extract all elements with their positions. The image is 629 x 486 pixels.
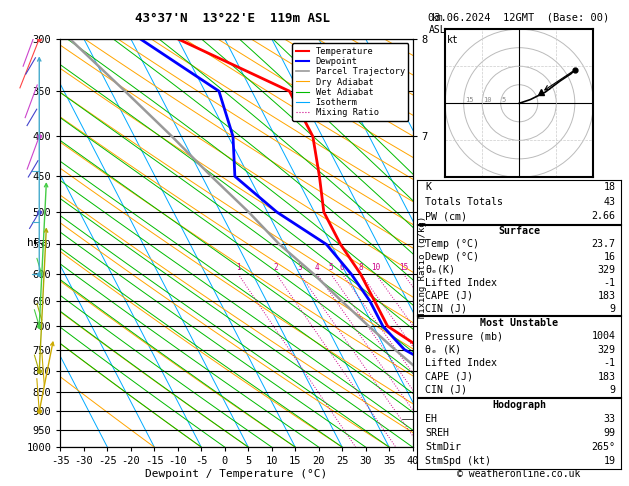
Text: EH: EH [425, 414, 437, 424]
Text: 4: 4 [314, 263, 320, 272]
Text: 10: 10 [371, 263, 381, 272]
Text: Dewp (°C): Dewp (°C) [425, 252, 479, 262]
Text: 8: 8 [359, 263, 363, 272]
Text: LCL: LCL [416, 415, 432, 423]
Text: -1: -1 [603, 278, 615, 288]
Text: Lifted Index: Lifted Index [425, 358, 497, 368]
Text: 6: 6 [340, 263, 345, 272]
Text: Pressure (mb): Pressure (mb) [425, 331, 503, 342]
Text: Mixing Ratio (g/kg): Mixing Ratio (g/kg) [418, 216, 427, 318]
Text: 33: 33 [603, 414, 615, 424]
Text: -1: -1 [603, 358, 615, 368]
Text: 43°37'N  13°22'E  119m ASL: 43°37'N 13°22'E 119m ASL [135, 12, 330, 25]
Text: CIN (J): CIN (J) [425, 385, 467, 395]
Text: 329: 329 [598, 265, 615, 275]
Text: StmSpd (kt): StmSpd (kt) [425, 456, 491, 467]
Text: Most Unstable: Most Unstable [480, 318, 559, 328]
Text: Surface: Surface [498, 226, 540, 237]
Text: 2: 2 [274, 263, 279, 272]
Text: Lifted Index: Lifted Index [425, 278, 497, 288]
Text: 16: 16 [603, 252, 615, 262]
Text: kt: kt [447, 35, 459, 45]
Text: © weatheronline.co.uk: © weatheronline.co.uk [457, 469, 581, 479]
Text: 1: 1 [236, 263, 240, 272]
Text: 15: 15 [399, 263, 408, 272]
Text: km
ASL: km ASL [428, 13, 446, 35]
Text: 329: 329 [598, 345, 615, 355]
Legend: Temperature, Dewpoint, Parcel Trajectory, Dry Adiabat, Wet Adiabat, Isotherm, Mi: Temperature, Dewpoint, Parcel Trajectory… [292, 43, 408, 121]
Text: 99: 99 [603, 428, 615, 438]
Text: 03.06.2024  12GMT  (Base: 00): 03.06.2024 12GMT (Base: 00) [428, 12, 610, 22]
X-axis label: Dewpoint / Temperature (°C): Dewpoint / Temperature (°C) [145, 469, 328, 479]
Text: K: K [425, 182, 431, 192]
Text: 5: 5 [502, 97, 506, 103]
Text: CIN (J): CIN (J) [425, 303, 467, 313]
Text: 3: 3 [298, 263, 302, 272]
Text: Temp (°C): Temp (°C) [425, 239, 479, 249]
Text: 43: 43 [603, 197, 615, 207]
Text: 9: 9 [610, 385, 615, 395]
Text: SREH: SREH [425, 428, 449, 438]
Text: 1004: 1004 [591, 331, 615, 342]
Text: Totals Totals: Totals Totals [425, 197, 503, 207]
Text: PW (cm): PW (cm) [425, 211, 467, 221]
Text: Hodograph: Hodograph [493, 400, 546, 410]
Text: 183: 183 [598, 291, 615, 301]
Text: CAPE (J): CAPE (J) [425, 291, 473, 301]
Text: 18: 18 [603, 182, 615, 192]
Text: 19: 19 [603, 456, 615, 467]
Text: hPa: hPa [28, 238, 48, 248]
Text: 2.66: 2.66 [591, 211, 615, 221]
Text: 1: 1 [417, 414, 423, 424]
Text: 9: 9 [610, 303, 615, 313]
Text: 23.7: 23.7 [591, 239, 615, 249]
Text: StmDir: StmDir [425, 442, 461, 452]
Text: 183: 183 [598, 371, 615, 382]
Text: 5: 5 [328, 263, 333, 272]
Text: θₑ (K): θₑ (K) [425, 345, 461, 355]
Text: 265°: 265° [591, 442, 615, 452]
Text: 10: 10 [483, 97, 492, 103]
Text: 15: 15 [465, 97, 473, 103]
Text: θₑ(K): θₑ(K) [425, 265, 455, 275]
Text: CAPE (J): CAPE (J) [425, 371, 473, 382]
